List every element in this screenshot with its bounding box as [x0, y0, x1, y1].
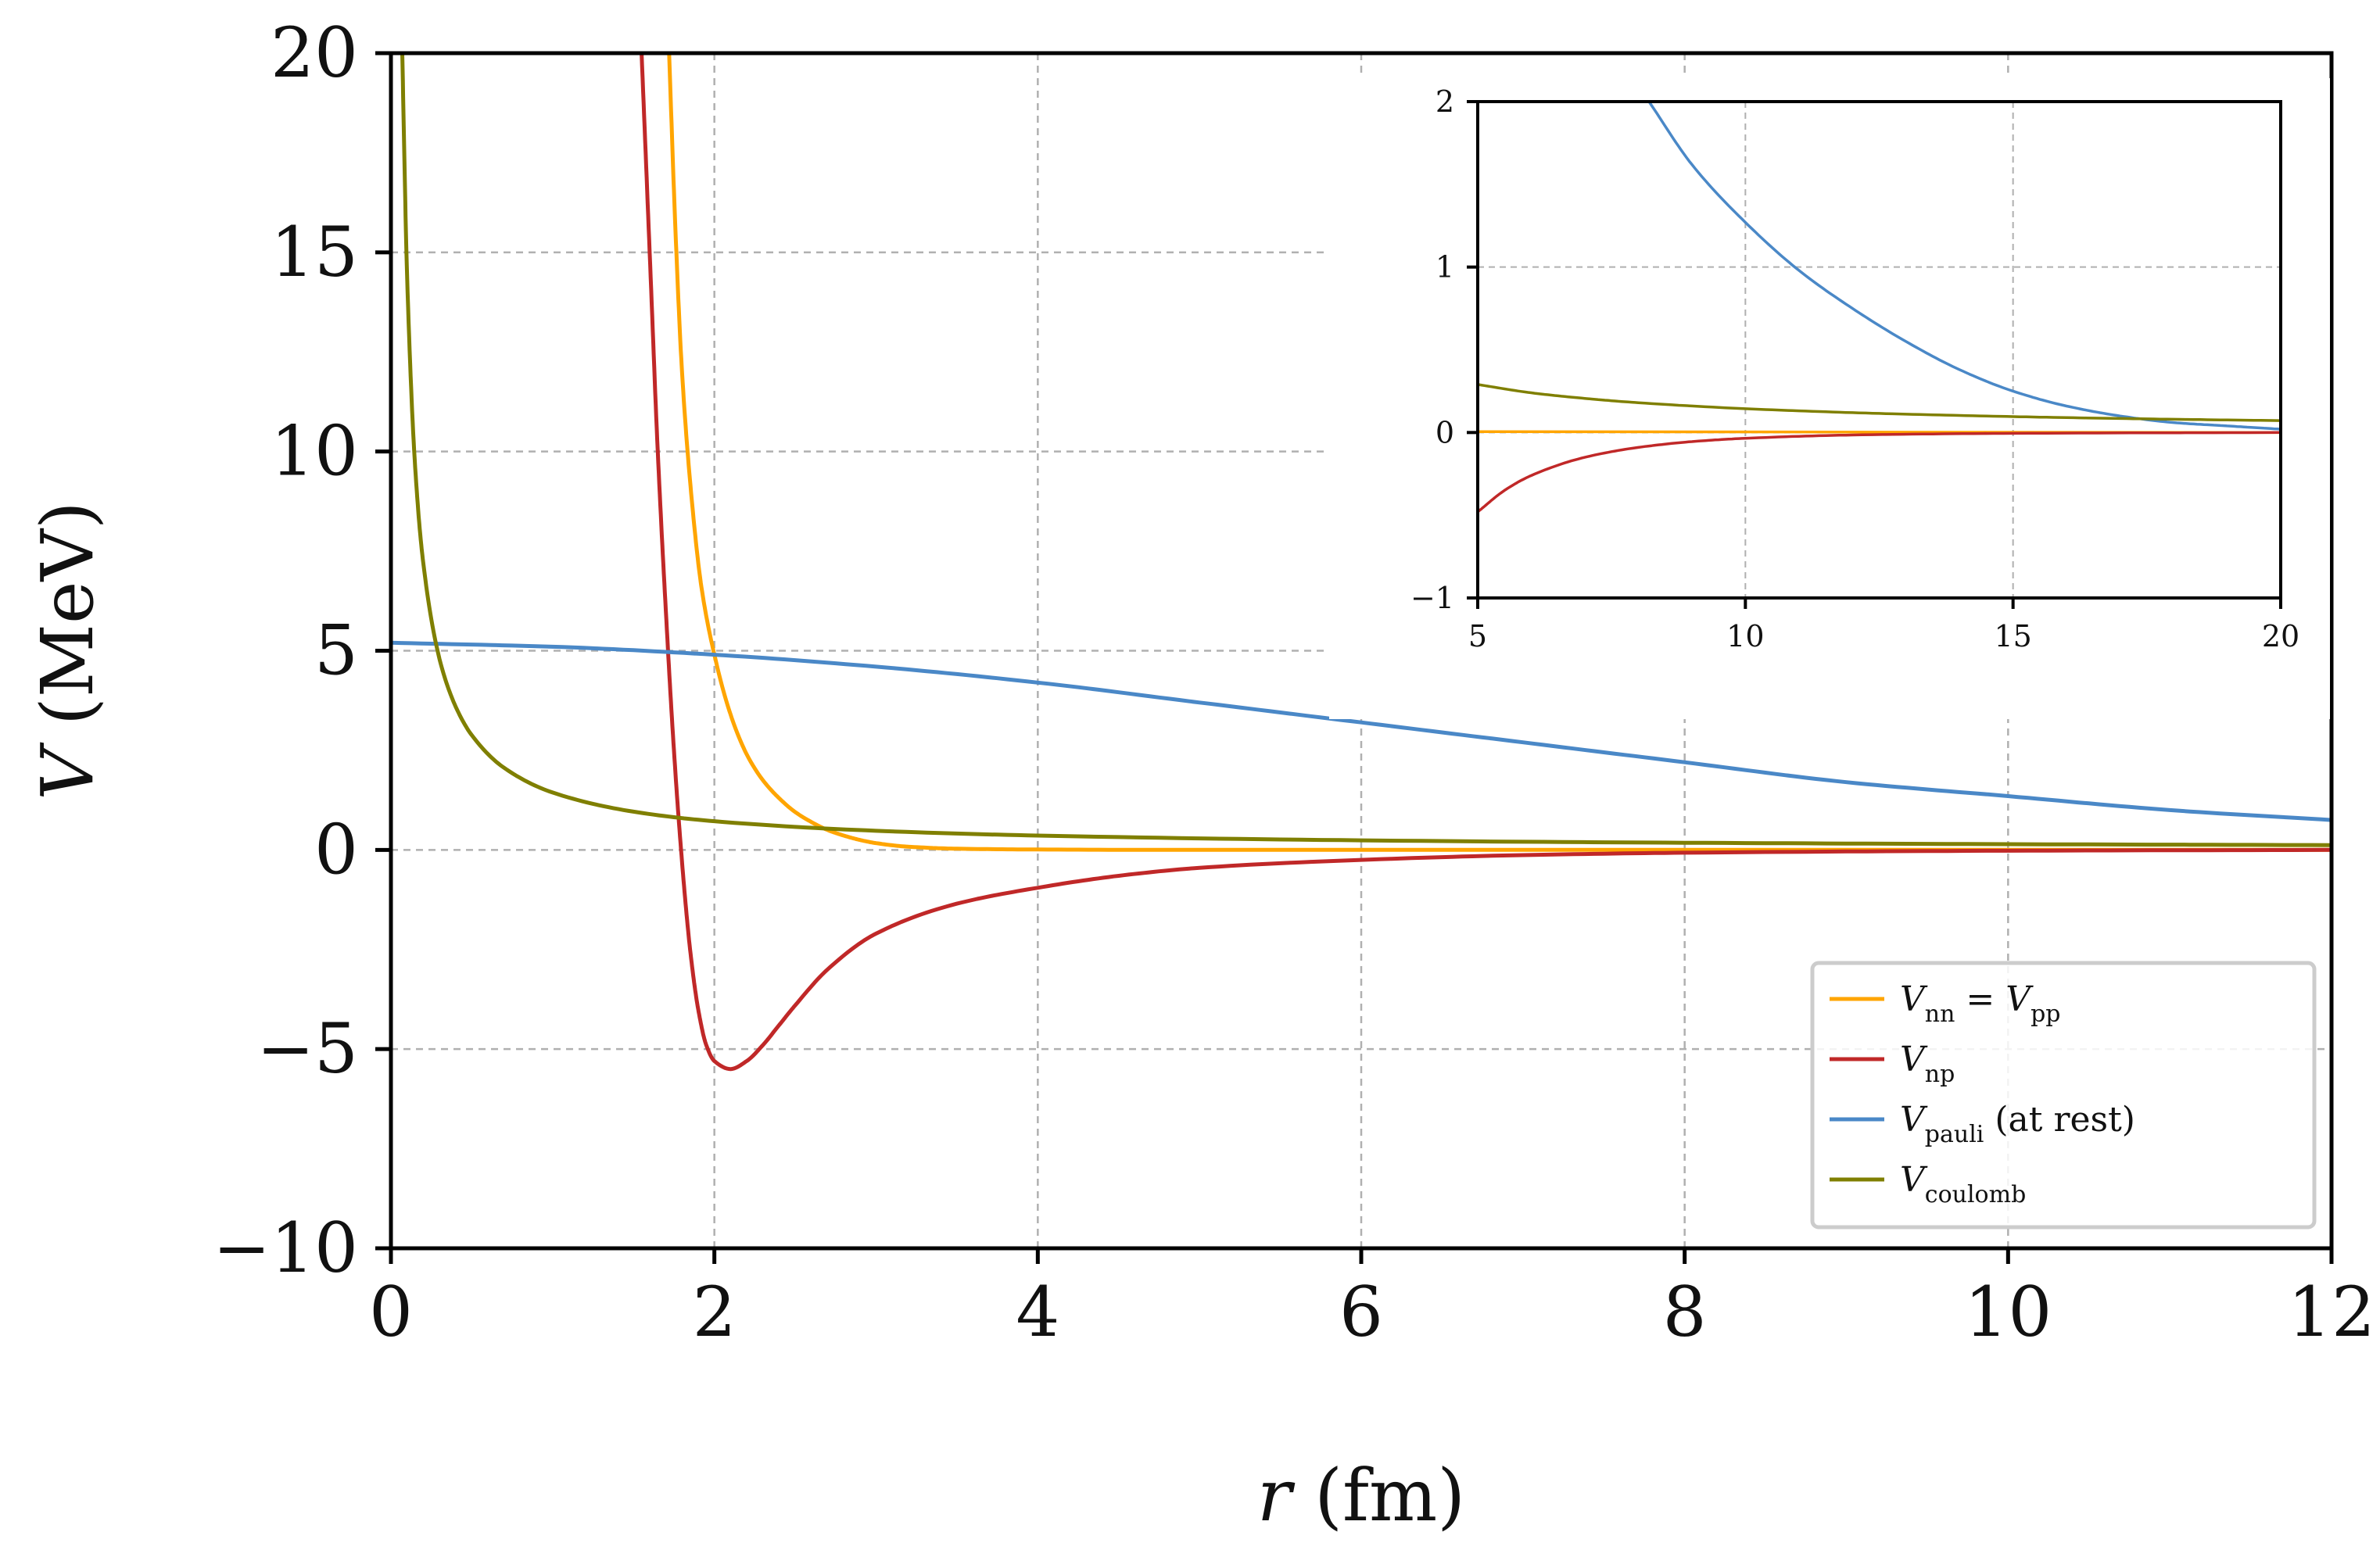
inset-series-vcoulomb-line	[1478, 383, 2281, 422]
main-series-lines	[391, 53, 2332, 1072]
legend-label-symbol: V	[1900, 1100, 1928, 1140]
legend-label-subscript: coulomb	[1925, 1181, 2027, 1208]
legend-label: Vnp	[1900, 1040, 1955, 1088]
legend-label-symbol: V	[1900, 1160, 1928, 1200]
y-tick-label: 15	[271, 212, 358, 292]
legend-entry: Vnn = Vpp	[1830, 979, 2060, 1028]
legend-entry: Vcoulomb	[1830, 1160, 2026, 1208]
x-tick-label: 0	[369, 1272, 413, 1352]
y-tick-label: −10	[213, 1208, 358, 1288]
x-tick-label: 6	[1339, 1272, 1383, 1352]
inset-plot-frame	[1476, 100, 2282, 600]
y-tick-label: −5	[256, 1008, 358, 1089]
y-tick-label: 10	[271, 411, 358, 492]
y-axis-label-symbol: V	[26, 742, 109, 800]
x-tick-label: 2	[693, 1272, 737, 1352]
x-tick-label: 4	[1016, 1272, 1059, 1352]
legend-label-symbol: V	[1900, 979, 1928, 1019]
y-tick-label: 1	[1436, 250, 1454, 285]
x-axis-label-symbol: r	[1257, 1454, 1296, 1537]
y-tick-label: 20	[271, 13, 358, 93]
x-tick-label: 10	[1964, 1272, 2052, 1352]
y-tick-label: −1	[1410, 581, 1454, 615]
inset-series-vpauli-line	[1647, 102, 2281, 431]
legend-label-subscript: pp	[2031, 1001, 2060, 1028]
series-vpauli-line	[391, 640, 2332, 822]
y-tick-label: 5	[314, 610, 358, 691]
series-vcoulomb-line	[400, 53, 2332, 847]
legend-label: Vnn = Vpp	[1900, 979, 2060, 1028]
y-axis-label-unit: (MeV)	[26, 501, 109, 748]
x-tick-label: 10	[1726, 619, 1764, 653]
legend-box	[1810, 961, 2317, 1230]
x-tick-label: 8	[1663, 1272, 1707, 1352]
inset-ticks: 5 10 15 20 −1 0 1 2	[1410, 84, 2299, 653]
x-axis-label-unit: (fm)	[1292, 1454, 1465, 1537]
legend-label-subscript: pauli	[1925, 1121, 1984, 1148]
x-tick-label: 5	[1468, 619, 1487, 653]
inset-plot: 5 10 15 20 −1 0 1 2	[1329, 78, 2330, 719]
x-axis-label: r (fm)	[1257, 1454, 1465, 1537]
legend-label: Vpauli (at rest)	[1900, 1100, 2135, 1148]
inset-series-vnp-line	[1478, 431, 2281, 514]
legend-label-subscript: nn	[1925, 1001, 1955, 1028]
y-tick-label: 0	[314, 809, 358, 890]
legend-label-subscript: np	[1925, 1061, 1955, 1088]
y-tick-label: 2	[1436, 84, 1454, 119]
series-vnp-line	[640, 53, 2332, 1072]
legend-label-symbol: = V	[1955, 979, 2034, 1019]
x-tick-label: 12	[2288, 1272, 2375, 1352]
inset-series-lines	[1478, 102, 2281, 514]
inset-background	[1329, 78, 2330, 719]
legend-label-suffix: (at rest)	[1984, 1100, 2135, 1140]
x-tick-label: 20	[2262, 619, 2299, 653]
legend-entry: Vnp	[1830, 1040, 1955, 1088]
y-tick-label: 0	[1436, 415, 1454, 449]
legend-entry: Vpauli (at rest)	[1830, 1100, 2135, 1148]
legend-label-symbol: V	[1900, 1040, 1928, 1079]
y-axis-label: V (MeV)	[26, 501, 109, 800]
x-tick-label: 15	[1994, 619, 2031, 653]
legend-label: Vcoulomb	[1900, 1160, 2026, 1208]
